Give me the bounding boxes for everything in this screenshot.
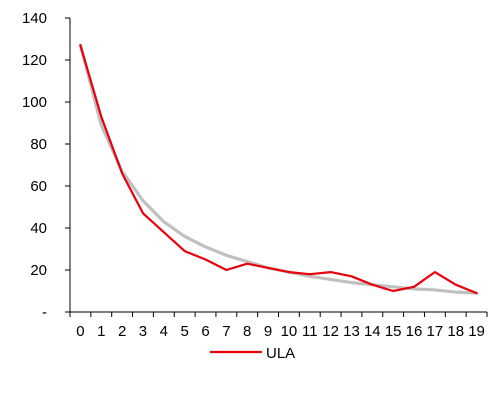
x-tick-label: 11 <box>302 323 318 340</box>
legend-label: ULA <box>266 345 295 362</box>
y-tick-label: 40 <box>30 220 47 237</box>
series-line-ula <box>79 44 478 295</box>
x-tick-label: 17 <box>427 323 444 340</box>
x-tick-label: 14 <box>364 323 381 340</box>
x-tick-label: 3 <box>139 323 147 340</box>
y-tick-label: 20 <box>30 262 47 279</box>
x-tick-label: 18 <box>447 323 464 340</box>
y-tick-label: - <box>42 304 47 321</box>
y-tick-label: 60 <box>30 178 47 195</box>
y-tick-label: 140 <box>22 10 47 27</box>
x-tick-label: 4 <box>160 323 168 340</box>
x-tick-label: 5 <box>181 323 189 340</box>
x-tick-label: 13 <box>343 323 360 340</box>
x-tick-label: 1 <box>97 323 105 340</box>
x-tick-label: 6 <box>201 323 209 340</box>
legend: ULA <box>210 345 295 362</box>
x-tick-label: 9 <box>264 323 272 340</box>
x-tick-label: 2 <box>118 323 126 340</box>
series-line-trend <box>78 43 479 295</box>
y-tick-label: 120 <box>22 52 47 69</box>
x-tick-label: 7 <box>222 323 230 340</box>
x-tick-label: 19 <box>468 323 485 340</box>
x-tick-label: 10 <box>281 323 298 340</box>
x-tick-label: 16 <box>406 323 423 340</box>
chart-axes <box>69 18 487 313</box>
x-tick-label: 12 <box>322 323 339 340</box>
y-tick-label: 100 <box>22 94 47 111</box>
series-layer <box>78 43 479 295</box>
x-tick-label: 15 <box>385 323 402 340</box>
x-tick-label: 8 <box>243 323 251 340</box>
y-tick-label: 80 <box>30 136 47 153</box>
x-tick-label: 0 <box>76 323 84 340</box>
x-axis-ticks: 0 1 2 3 4 5 6 7 8 9 10 11 12 13 14 15 16 17 18 19 <box>69 312 488 340</box>
y-axis-ticks: - 20 40 60 80 100 120 140 <box>22 10 70 321</box>
